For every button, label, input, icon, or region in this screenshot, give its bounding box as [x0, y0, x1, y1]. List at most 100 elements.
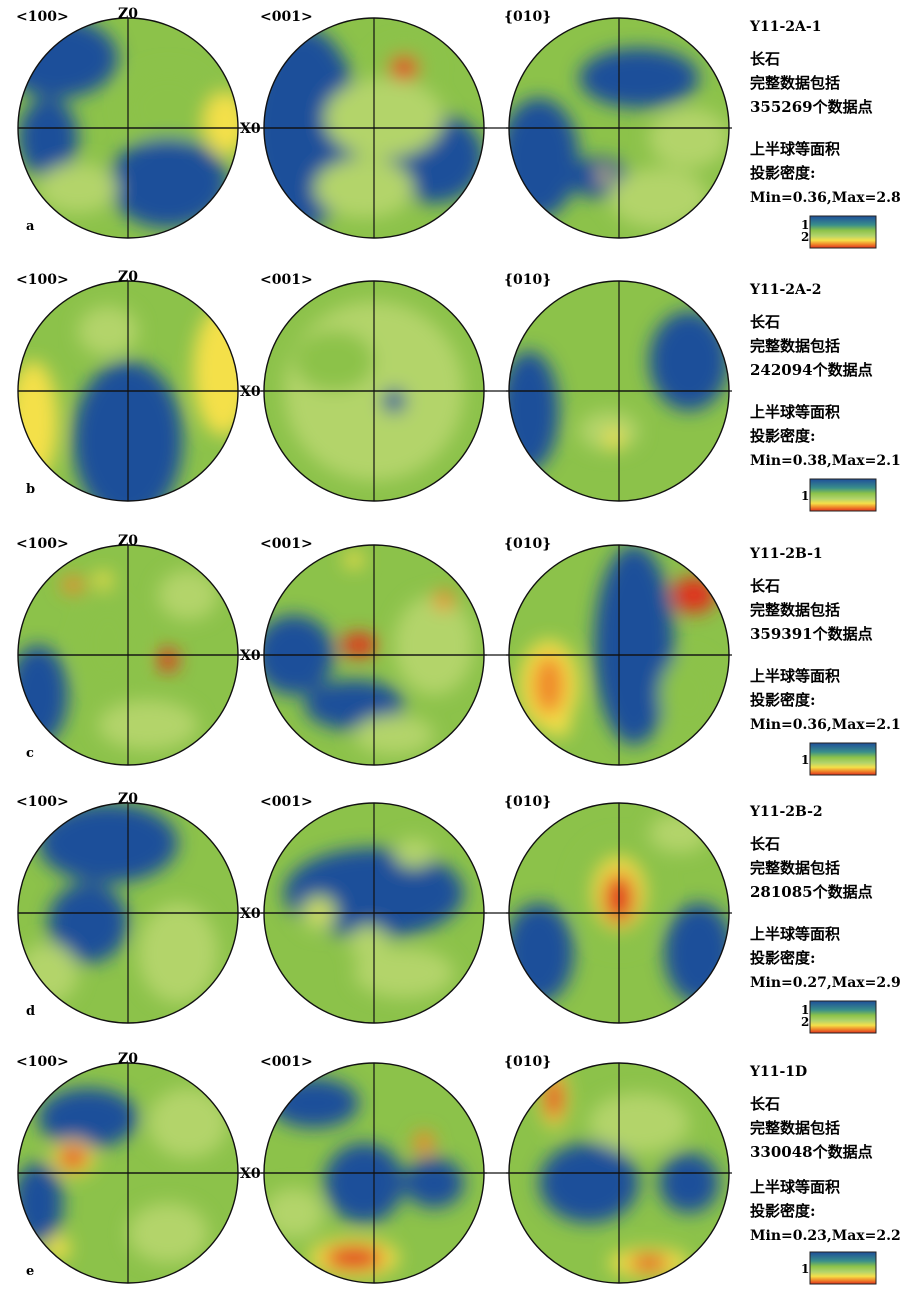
density-label: 投影密度: — [750, 1202, 816, 1220]
density-range: Min=0.38,Max=2.18 — [750, 453, 900, 469]
density-blob — [324, 78, 444, 158]
pole-label: <001> — [260, 1054, 313, 1070]
density-blob — [18, 1163, 63, 1243]
density-blob — [78, 306, 138, 356]
density-blob — [48, 883, 128, 963]
pole-figure-panel — [17, 1062, 241, 1284]
pole-label: {010} — [504, 1054, 551, 1070]
density-range: Min=0.36,Max=2.14 — [750, 717, 900, 733]
x-axis-label: X0 — [240, 1166, 261, 1182]
z-axis-label: Z0 — [118, 791, 138, 807]
density-blob — [38, 803, 178, 883]
z-axis-label: Z0 — [118, 533, 138, 549]
scale-tick-label: 2 — [801, 230, 809, 244]
density-blob — [649, 108, 729, 168]
pole-figure-panel — [506, 1062, 732, 1284]
mineral-name: 长石 — [750, 1095, 780, 1113]
density-blob — [264, 1188, 324, 1238]
pole-label: <100> — [16, 794, 69, 810]
z-axis-label: Z0 — [118, 6, 138, 22]
density-map — [18, 281, 238, 501]
density-blob — [158, 648, 178, 672]
data-description: 完整数据包括 — [750, 1119, 840, 1137]
density-blob — [324, 1246, 384, 1270]
density-blob — [59, 1147, 87, 1169]
data-description: 完整数据包括 — [750, 859, 840, 877]
density-blob — [294, 331, 374, 391]
pole-label: <100> — [16, 536, 69, 552]
scale-tick-label: 1 — [801, 489, 809, 503]
scale-tick-label: 1 — [801, 218, 809, 232]
density-blob — [414, 1131, 434, 1155]
density-blob — [594, 545, 674, 745]
density-blob — [138, 903, 218, 1003]
density-contours — [539, 1068, 719, 1278]
panel-letter: b — [26, 482, 35, 497]
mineral-name: 长石 — [750, 313, 780, 331]
sample-id: Y11-1D — [749, 1064, 807, 1080]
panel-letter: d — [26, 1004, 35, 1019]
density-blob — [148, 1088, 228, 1158]
data-description: 完整数据包括 — [750, 601, 840, 619]
pole-label: <001> — [260, 536, 313, 552]
density-blob — [38, 1088, 138, 1148]
pole-label: {010} — [504, 536, 551, 552]
density-blob — [533, 655, 565, 715]
density-label: 投影密度: — [750, 427, 816, 445]
density-blob — [649, 813, 709, 853]
density-blob — [664, 326, 714, 386]
pole-figure-panel — [17, 280, 241, 502]
density-blob — [269, 1078, 359, 1128]
pole-label: <100> — [16, 9, 69, 25]
density-blob — [547, 713, 571, 737]
panel-letter: a — [26, 219, 35, 234]
x-axis-label: X0 — [240, 384, 261, 400]
density-blob — [394, 595, 474, 695]
density-blob — [598, 170, 610, 182]
scale-tick-label: 1 — [801, 753, 809, 767]
pole-label: {010} — [504, 272, 551, 288]
density-blob — [158, 570, 218, 620]
mineral-name: 长石 — [750, 835, 780, 853]
pole-label: <001> — [260, 272, 313, 288]
projection-type: 上半球等面积 — [750, 403, 840, 421]
density-blob — [672, 577, 716, 613]
density-blob — [539, 1143, 639, 1223]
sample-id: Y11-2B-2 — [749, 804, 823, 820]
density-blob — [659, 1153, 719, 1213]
density-blob — [579, 411, 639, 451]
scale-tick-label: 2 — [801, 1015, 809, 1029]
density-blob — [18, 645, 68, 745]
panel-letter: e — [26, 1264, 34, 1279]
density-label: 投影密度: — [750, 949, 816, 967]
density-contours — [18, 1088, 228, 1263]
density-blob — [18, 18, 118, 98]
density-blob — [579, 48, 699, 108]
density-blob — [509, 351, 559, 471]
density-blob — [93, 572, 113, 588]
density-blob — [98, 700, 198, 750]
sample-id: Y11-2A-2 — [749, 282, 821, 298]
density-color-scale — [809, 1000, 877, 1034]
density-blob — [314, 158, 414, 218]
projection-type: 上半球等面积 — [750, 667, 840, 685]
pole-label: <100> — [16, 272, 69, 288]
density-blob — [46, 1236, 70, 1260]
density-blob — [404, 1158, 464, 1208]
sample-id: Y11-2A-1 — [749, 19, 821, 35]
density-blob — [18, 98, 78, 178]
density-blob — [609, 168, 709, 228]
pole-label: <100> — [16, 1054, 69, 1070]
density-blob — [61, 577, 85, 593]
density-contours — [509, 311, 729, 471]
pole-label: <001> — [260, 794, 313, 810]
data-point-count: 242094个数据点 — [750, 361, 873, 379]
density-blob — [390, 56, 418, 80]
density-label: 投影密度: — [750, 164, 816, 182]
density-blob — [128, 1203, 208, 1263]
projection-type: 上半球等面积 — [750, 140, 840, 158]
